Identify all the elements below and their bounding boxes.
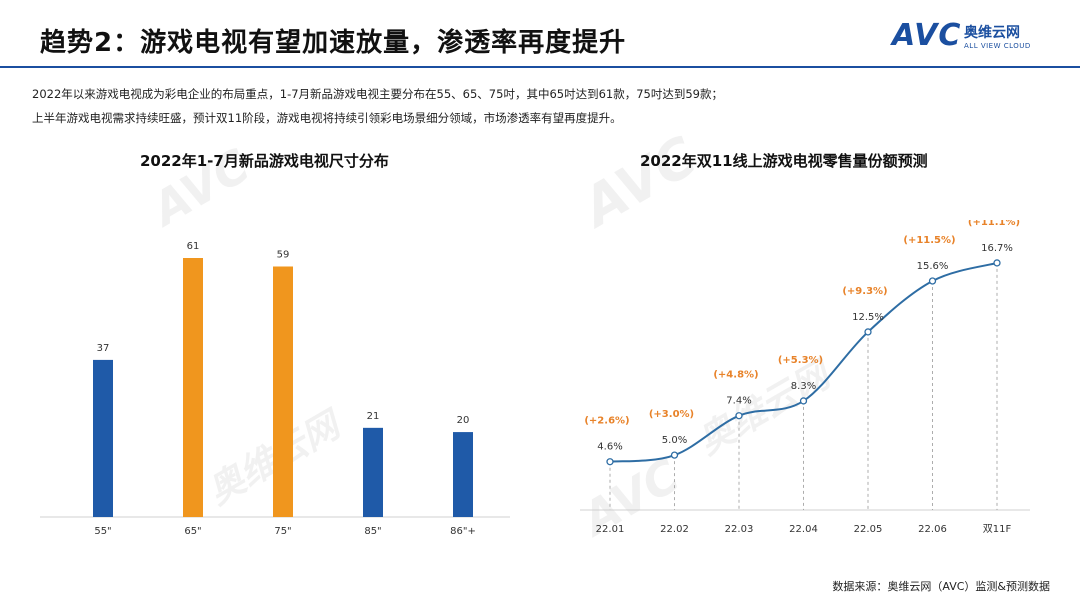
bar: [183, 258, 203, 517]
point-value-label: 7.4%: [726, 396, 751, 407]
line-category-label: 双11F: [983, 523, 1012, 535]
data-point: [670, 451, 679, 459]
bar-category-label: 65": [184, 526, 201, 537]
logo-cn-text: 奥维云网: [964, 25, 1020, 41]
data-point: [606, 458, 614, 466]
line-category-label: 22.02: [660, 524, 689, 535]
point-value-label: 5.0%: [662, 435, 687, 446]
bar: [273, 266, 293, 517]
line-category-label: 22.03: [725, 524, 754, 535]
line-category-label: 22.04: [789, 524, 818, 535]
bar: [93, 359, 113, 517]
bar: [363, 427, 383, 517]
page-title: 趋势2：游戏电视有望加速放量，渗透率再度提升: [40, 28, 627, 58]
bar-category-label: 55": [94, 526, 111, 537]
point-value-label: 16.7%: [981, 243, 1013, 254]
bar-value-label: 59: [277, 249, 290, 260]
yoy-annotation: (+11.5%): [903, 235, 955, 246]
line-chart: 4.6% (+2.6%) 22.01 5.0% (+3.0%) 22.02 7.4% (+4.…: [580, 220, 1030, 535]
line-category-label: 22.05: [854, 524, 883, 535]
bar-category-label: 75": [274, 526, 291, 537]
bar-value-label: 21: [367, 411, 380, 422]
data-point: [735, 412, 743, 420]
yoy-annotation: (+5.3%): [778, 355, 823, 366]
line-category-label: 22.06: [918, 524, 947, 535]
bar-value-label: 20: [457, 415, 470, 426]
header-divider: [0, 66, 1080, 68]
data-point: [864, 328, 872, 336]
bar-chart-title: 2022年1-7月新品游戏电视尺寸分布: [140, 152, 389, 170]
logo-en-text: ALL VIEW CLOUD: [964, 42, 1031, 50]
data-source-note: 数据来源：奥维云网（AVC）监测&预测数据: [832, 580, 1050, 593]
bar: [453, 432, 473, 517]
point-value-label: 8.3%: [791, 381, 816, 392]
bar-category-label: 86"+: [450, 526, 476, 537]
yoy-annotation: (+3.0%): [649, 409, 694, 420]
line-category-label: 22.01: [596, 524, 625, 535]
bar-value-label: 37: [97, 343, 110, 354]
yoy-annotation: (+2.6%): [584, 416, 629, 427]
line-chart-title: 2022年双11线上游戏电视零售量份额预测: [640, 152, 928, 170]
point-value-label: 15.6%: [917, 261, 949, 272]
bar-value-label: 61: [187, 241, 200, 252]
data-point: [993, 259, 1001, 267]
point-value-label: 12.5%: [852, 312, 884, 323]
yoy-annotation: (+9.3%): [842, 286, 887, 297]
data-point: [928, 277, 937, 285]
description-line-2: 上半年游戏电视需求持续旺盛，预计双11阶段，游戏电视将持续引领彩电场景细分领域，…: [32, 111, 622, 125]
bar-chart: 37 55" 61 65" 59 75" 21 85" 20 86"+: [40, 241, 510, 537]
avc-logo: AVC 奥维云网 ALL VIEW CLOUD: [892, 18, 1060, 58]
yoy-annotation: (+4.8%): [713, 370, 758, 381]
point-value-label: 4.6%: [597, 442, 622, 453]
logo-mark: AVC: [892, 18, 962, 53]
bar-category-label: 85": [364, 526, 381, 537]
yoy-annotation: (+11.1%): [968, 220, 1020, 228]
data-point: [799, 397, 808, 405]
description-line-1: 2022年以来游戏电视成为彩电企业的布局重点，1-7月新品游戏电视主要分布在55…: [32, 87, 723, 101]
